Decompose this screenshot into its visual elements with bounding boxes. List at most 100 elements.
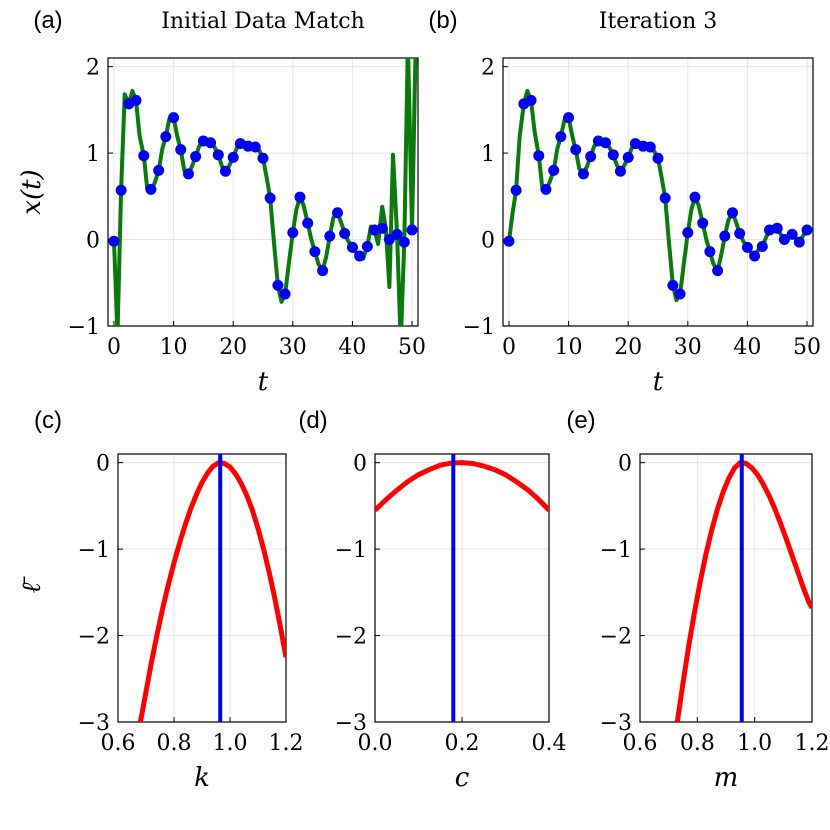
y-axis-label: x(t) xyxy=(17,169,47,214)
observation-point xyxy=(145,183,157,195)
panel-label: (a) xyxy=(33,7,62,34)
panel-a: 0 10 20 30 40 50 −1 0 1 2 (a) Initial Data Match t x(… xyxy=(17,7,426,397)
profile-curve xyxy=(137,460,286,722)
y-tick-label: 1 xyxy=(481,142,495,167)
observation-point xyxy=(525,94,537,106)
x-axis-label: t xyxy=(653,367,664,397)
plot-frame xyxy=(639,453,813,723)
x-tick-label: 0.4 xyxy=(532,731,567,756)
observation-point xyxy=(130,94,142,106)
x-tick-label: 30 xyxy=(674,335,702,360)
panel-c: 0.6 0.8 1.0 1.2 −3 −2 −1 0 (c) k ℓ̄ xyxy=(17,407,304,793)
observation-point xyxy=(600,137,612,149)
plot-area xyxy=(108,58,418,326)
observation-point xyxy=(614,165,626,177)
observation-point xyxy=(652,152,664,164)
observation-point xyxy=(168,112,180,124)
plot-frame xyxy=(107,57,419,327)
observation-point xyxy=(376,222,388,234)
observation-point xyxy=(383,234,395,246)
y-tick-label: −1 xyxy=(600,538,632,563)
observation-point xyxy=(510,184,522,196)
observation-point xyxy=(212,149,224,161)
y-tick-label: 2 xyxy=(481,56,495,81)
plot-area xyxy=(137,454,286,722)
y-tick-label: −2 xyxy=(335,625,367,650)
observation-point xyxy=(354,250,366,262)
observation-point xyxy=(249,141,261,153)
profile-curve xyxy=(674,460,812,722)
observation-point xyxy=(294,191,306,203)
observation-point xyxy=(682,227,694,239)
panel-d: 0.0 0.2 0.4 −3 −2 −1 0 (d) c xyxy=(298,407,566,793)
observation-point xyxy=(361,240,373,252)
x-tick-label: 30 xyxy=(279,335,307,360)
observation-point xyxy=(756,240,768,252)
observation-point xyxy=(391,228,403,240)
observation-point xyxy=(115,184,127,196)
x-tick-label: 0.2 xyxy=(445,731,480,756)
observation-point xyxy=(160,131,172,143)
observation-point xyxy=(309,246,321,258)
x-tick-label: 50 xyxy=(398,335,426,360)
y-tick-label: 0 xyxy=(353,452,367,477)
x-tick-label: 0.8 xyxy=(157,731,192,756)
panel-label: (c) xyxy=(34,407,62,434)
panel-label: (d) xyxy=(298,407,327,434)
profile-curve xyxy=(375,460,549,513)
observation-point xyxy=(175,144,187,156)
x-axis-label: c xyxy=(455,763,470,793)
y-tick-label: −1 xyxy=(335,538,367,563)
observation-point xyxy=(548,164,560,176)
y-tick-label: −2 xyxy=(78,625,110,650)
y-tick-label: −1 xyxy=(68,315,100,340)
observation-point xyxy=(138,150,150,162)
observation-point xyxy=(219,165,231,177)
observation-point xyxy=(533,150,545,162)
x-tick-label: 20 xyxy=(219,335,247,360)
x-tick-label: 0 xyxy=(502,335,516,360)
observation-point xyxy=(182,168,194,180)
y-tick-label: 2 xyxy=(86,56,100,81)
y-tick-label: 0 xyxy=(618,452,632,477)
observation-point xyxy=(697,217,709,229)
x-tick-label: 0 xyxy=(107,335,121,360)
observation-point xyxy=(332,207,344,219)
plot-frame xyxy=(502,57,814,327)
y-tick-label: −3 xyxy=(600,711,632,736)
y-tick-label: −1 xyxy=(463,315,495,340)
x-tick-label: 20 xyxy=(614,335,642,360)
observation-point xyxy=(793,236,805,248)
panel-b: 0 10 20 30 40 50 −1 0 1 2 (b) Iteration 3 t xyxy=(428,7,821,397)
y-tick-label: 0 xyxy=(481,229,495,254)
model-fit-line xyxy=(507,88,812,303)
observation-point xyxy=(786,228,798,240)
observation-point xyxy=(257,152,269,164)
observation-point xyxy=(607,149,619,161)
model-fit-line xyxy=(112,58,418,326)
y-tick-label: −2 xyxy=(600,625,632,650)
observation-point xyxy=(324,230,336,242)
observation-point xyxy=(771,222,783,234)
x-tick-label: 40 xyxy=(733,335,761,360)
observation-point xyxy=(778,234,790,246)
observation-point xyxy=(227,151,239,163)
x-axis-label: k xyxy=(194,763,210,793)
observation-point xyxy=(272,279,284,291)
observation-point xyxy=(287,227,299,239)
x-tick-label: 0.0 xyxy=(358,731,393,756)
x-tick-label: 40 xyxy=(338,335,366,360)
observation-point xyxy=(712,265,724,277)
observation-point xyxy=(674,288,686,300)
plot-area xyxy=(503,88,813,303)
chart-title: Initial Data Match xyxy=(161,9,365,34)
plot-area xyxy=(674,454,812,722)
observation-point xyxy=(317,265,329,277)
observation-point xyxy=(302,217,314,229)
observation-point xyxy=(279,288,291,300)
observation-point xyxy=(622,151,634,163)
observation-point xyxy=(503,235,515,247)
chart-title: Iteration 3 xyxy=(599,9,717,34)
observation-point xyxy=(689,191,701,203)
x-tick-label: 10 xyxy=(160,335,188,360)
